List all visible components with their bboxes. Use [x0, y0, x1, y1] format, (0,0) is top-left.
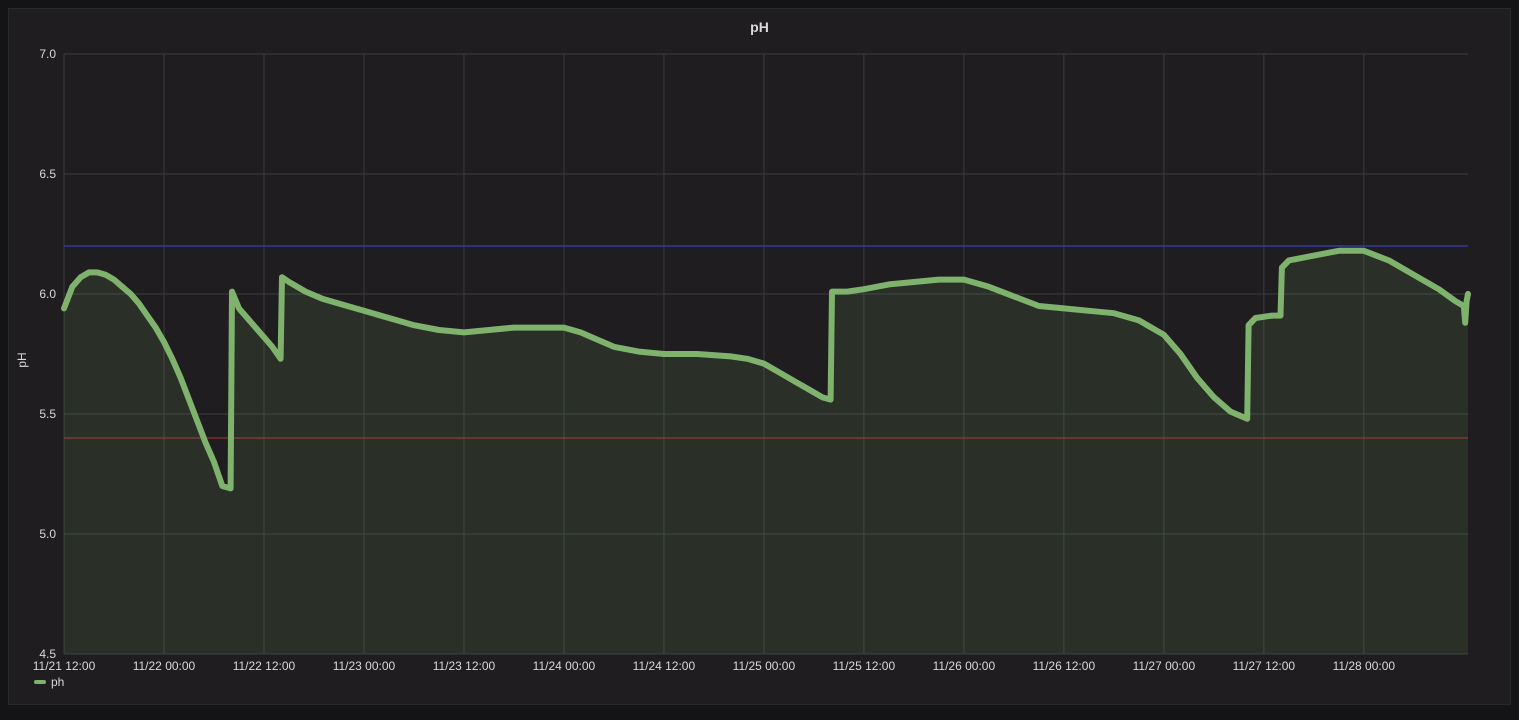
x-tick-label: 11/23 00:00 — [333, 659, 396, 673]
y-axis-label: pH — [15, 352, 29, 367]
legend-swatch — [34, 680, 46, 684]
y-tick-label: 5.5 — [39, 407, 56, 421]
graph-panel: pH — [8, 8, 1511, 705]
x-tick-label: 11/25 12:00 — [833, 659, 896, 673]
y-tick-label: 4.5 — [39, 647, 56, 661]
panel-title[interactable]: pH — [750, 19, 769, 35]
x-tick-label: 11/25 00:00 — [733, 659, 796, 673]
x-tick-label: 11/22 00:00 — [133, 659, 196, 673]
y-axis-ticks: 7.0 6.5 6.0 5.5 5.0 4.5 — [39, 47, 56, 661]
y-tick-label: 6.5 — [39, 167, 56, 181]
x-tick-label: 11/21 12:00 — [33, 659, 96, 673]
thresholds — [64, 245, 1468, 439]
x-tick-label: 11/23 12:00 — [433, 659, 496, 673]
x-tick-label: 11/22 12:00 — [233, 659, 296, 673]
y-tick-label: 5.0 — [39, 527, 56, 541]
legend-label: ph — [51, 675, 65, 689]
x-tick-label: 11/24 00:00 — [533, 659, 596, 673]
y-tick-label: 6.0 — [39, 287, 56, 301]
x-tick-label: 11/27 00:00 — [1133, 659, 1196, 673]
grid-lines — [63, 53, 1468, 655]
x-tick-label: 11/26 00:00 — [933, 659, 996, 673]
series-area-ph — [64, 250, 1468, 655]
x-axis-ticks: 11/21 12:00 11/22 00:00 11/22 12:00 11/23 0… — [33, 659, 1396, 673]
series-line-ph — [61, 247, 1471, 492]
legend-item-ph[interactable]: ph — [34, 675, 64, 689]
series-layer — [61, 247, 1471, 655]
y-tick-label: 7.0 — [39, 47, 56, 61]
x-tick-label: 11/27 12:00 — [1233, 659, 1296, 673]
x-tick-label: 11/26 12:00 — [1033, 659, 1096, 673]
x-tick-label: 11/28 00:00 — [1333, 659, 1396, 673]
x-tick-label: 11/24 12:00 — [633, 659, 696, 673]
